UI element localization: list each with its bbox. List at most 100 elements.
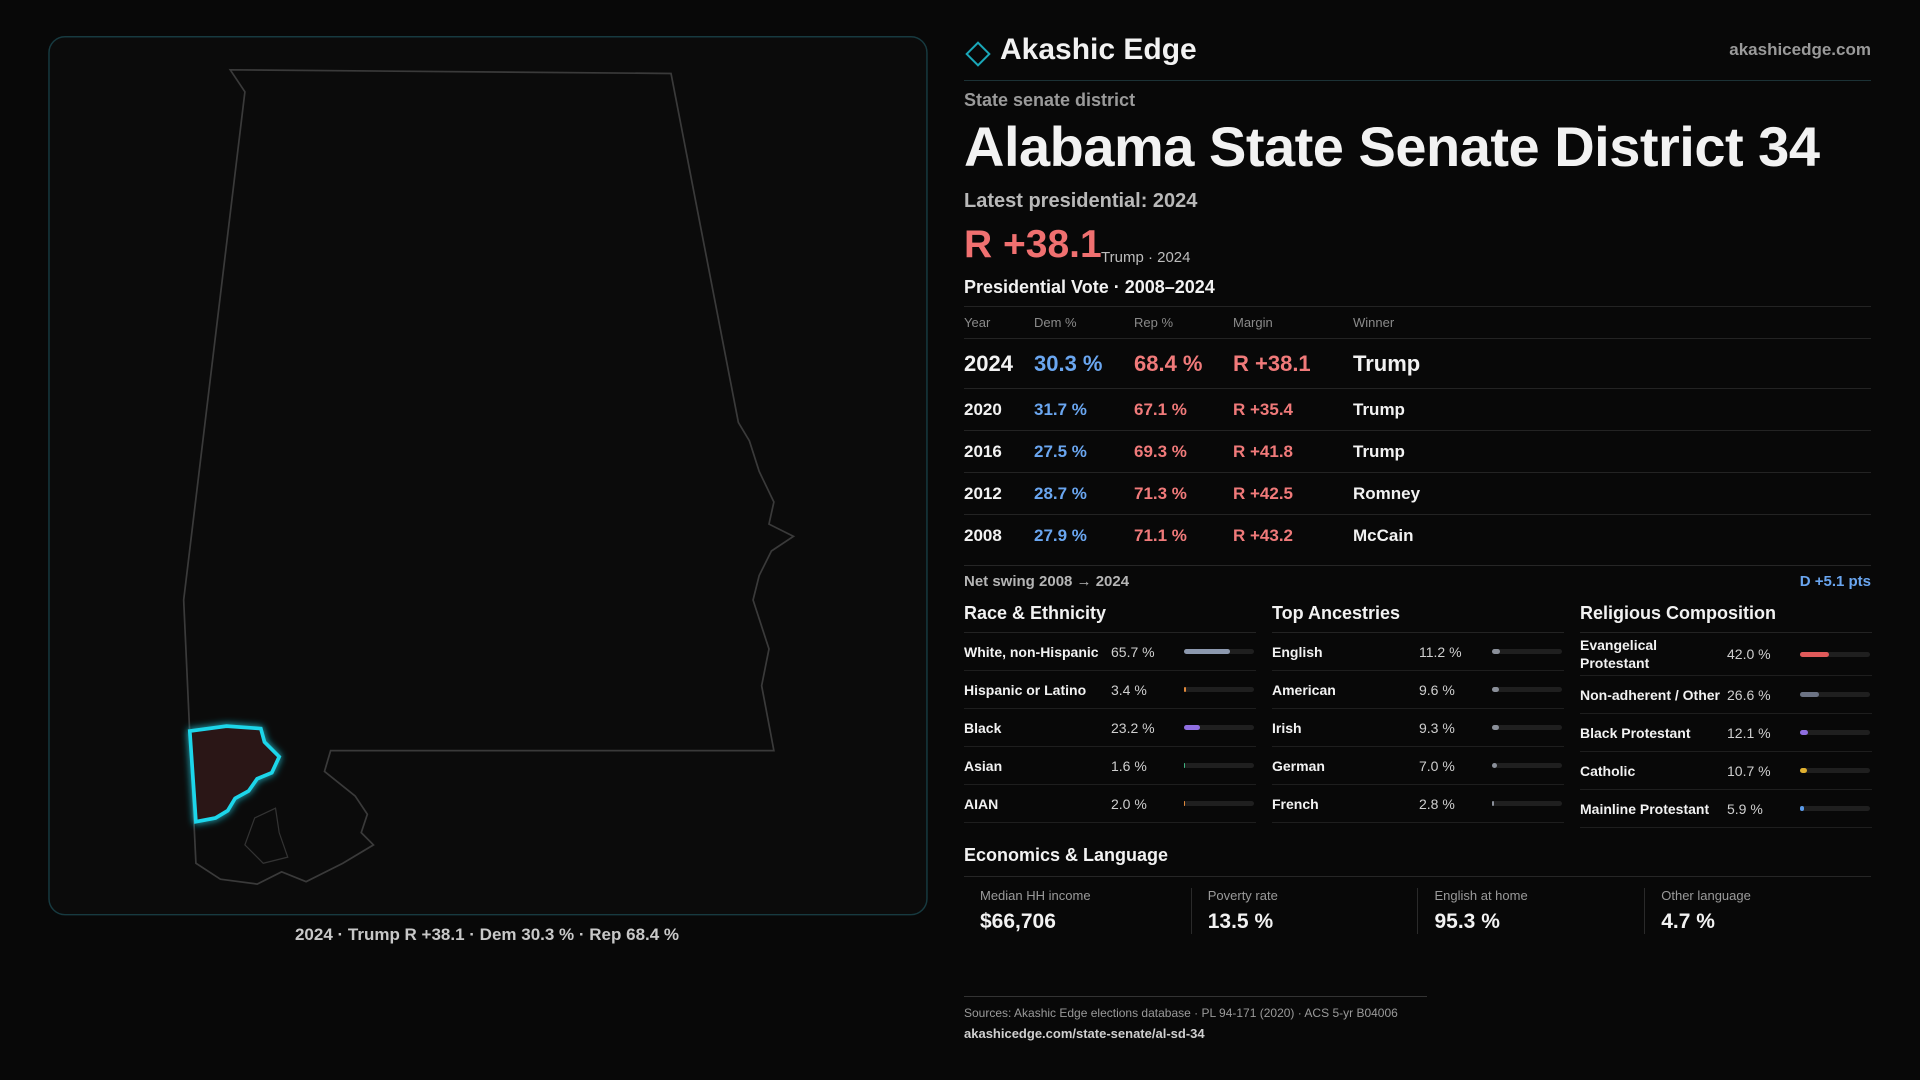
stat-row: Black 23.2 % <box>964 709 1256 747</box>
stat-label: Hispanic or Latino <box>964 681 1087 698</box>
stat-row: Mainline Protestant 5.9 % <box>1580 790 1872 828</box>
table-cell: 68.4 % <box>1134 350 1203 376</box>
column-header: Rep % <box>1134 315 1174 330</box>
site-link[interactable]: akashicedge.com <box>1729 40 1871 59</box>
stat-value: 9.3 % <box>1419 719 1455 736</box>
column-header: Dem % <box>1034 315 1077 330</box>
bar <box>1800 806 1805 811</box>
econ-value: 95.3 % <box>1434 910 1500 933</box>
bar <box>1800 692 1819 697</box>
econ-item: Median HH income $66,706 <box>964 888 1191 934</box>
table-cell: Romney <box>1353 483 1421 503</box>
stat-row: Hispanic or Latino 3.4 % <box>964 671 1256 709</box>
bar <box>1492 687 1499 692</box>
logo <box>965 41 991 67</box>
table-row: 2024 30.3 % 68.4 % R +38.1 Trump <box>964 338 1871 388</box>
stat-value: 5.9 % <box>1727 800 1763 817</box>
bar-track <box>1492 725 1562 730</box>
stat-value: 2.0 % <box>1111 795 1147 812</box>
stat-label: Evangelical Protestant <box>1580 637 1658 671</box>
stat-row: English 11.2 % <box>1272 633 1564 671</box>
stat-label: Catholic <box>1580 762 1636 779</box>
econ-value: 4.7 % <box>1661 910 1715 933</box>
bar-track <box>1492 801 1562 806</box>
stat-value: 42.0 % <box>1727 646 1771 662</box>
table-cell: 28.7 % <box>1034 483 1087 503</box>
table-cell: 31.7 % <box>1034 399 1087 419</box>
econ-title: Economics & Language <box>964 845 1169 865</box>
table-cell: 67.1 % <box>1134 399 1187 419</box>
column-header: Year <box>964 315 991 330</box>
bar-track <box>1492 687 1562 692</box>
bar-track <box>1800 768 1870 773</box>
kicker: State senate district <box>964 90 1136 110</box>
stat-label: French <box>1272 795 1319 812</box>
bar <box>1800 768 1808 773</box>
stat-row: German 7.0 % <box>1272 747 1564 785</box>
table-row: 2012 28.7 % 71.3 % R +42.5 Romney <box>964 472 1871 514</box>
section-title: Race & Ethnicity <box>964 600 1256 633</box>
stat-value: 26.6 % <box>1727 686 1771 703</box>
stat-row: Evangelical Protestant 42.0 % <box>1580 633 1872 676</box>
column-header: Winner <box>1353 315 1395 330</box>
stat-row: French 2.8 % <box>1272 785 1564 823</box>
table-cell: 27.5 % <box>1034 441 1087 461</box>
table-cell: R +42.5 <box>1233 483 1294 503</box>
divider <box>964 996 1427 997</box>
page-url[interactable]: akashicedge.com/state-senate/al-sd-34 <box>964 1026 1205 1041</box>
district-shape <box>187 724 282 824</box>
bar <box>1800 730 1809 735</box>
title: Alabama State Senate District 34 <box>964 115 1820 178</box>
bar-track <box>1800 730 1870 735</box>
stat-row: American 9.6 % <box>1272 671 1564 709</box>
vote-table: Year Dem % Rep % Margin Winner 2024 30.3 % 68.4… <box>964 306 1871 556</box>
table-cell: 69.3 % <box>1134 441 1187 461</box>
margin-note: Trump · 2024 <box>1101 249 1191 266</box>
stat-row: Catholic 10.7 % <box>1580 752 1872 790</box>
stat-row: Asian 1.6 % <box>964 747 1256 785</box>
stat-label: Black <box>964 719 1002 736</box>
stat-value: 12.1 % <box>1727 724 1771 741</box>
bar-track <box>1184 649 1254 654</box>
econ-value: $66,706 <box>980 910 1056 933</box>
stat-label: White, non-Hispanic <box>964 643 1099 660</box>
stat-value: 23.2 % <box>1111 719 1155 736</box>
table-cell: 27.9 % <box>1034 525 1087 545</box>
table-cell: R +35.4 <box>1233 399 1294 419</box>
stat-label: Non-adherent / Other <box>1580 686 1721 703</box>
state-outline <box>182 68 796 885</box>
stat-label: Irish <box>1272 719 1302 736</box>
bar <box>1492 649 1500 654</box>
table-cell: 2016 <box>964 441 1002 461</box>
headline-margin: R +38.1 <box>964 223 1102 266</box>
bar-track <box>1492 763 1562 768</box>
religion-section: Religious Composition Evangelical Protest… <box>1580 600 1872 828</box>
stat-row: Non-adherent / Other 26.6 % <box>1580 676 1872 714</box>
stat-label: Asian <box>964 757 1003 774</box>
table-row: 2020 31.7 % 67.1 % R +35.4 Trump <box>964 388 1871 430</box>
bar-track <box>1184 763 1254 768</box>
econ-item: Poverty rate 13.5 % <box>1190 888 1418 934</box>
latest-label: Latest presidential: 2024 <box>964 190 1198 212</box>
bar <box>1184 801 1186 806</box>
bar <box>1492 763 1497 768</box>
stat-value: 7.0 % <box>1419 757 1455 774</box>
stat-value: 65.7 % <box>1111 643 1155 660</box>
stat-value: 9.6 % <box>1419 681 1455 698</box>
divider <box>964 80 1871 81</box>
stat-row: White, non-Hispanic 65.7 % <box>964 633 1256 671</box>
bar <box>1184 649 1230 654</box>
column-header: Margin <box>1233 315 1273 330</box>
econ-label: Other language <box>1661 888 1751 903</box>
econ-value: 13.5 % <box>1207 910 1274 933</box>
stat-row: Irish 9.3 % <box>1272 709 1564 747</box>
bar <box>1492 801 1494 806</box>
table-header: Year Dem % Rep % Margin Winner <box>964 306 1871 338</box>
stat-label: Mainline Protestant <box>1580 800 1710 817</box>
bar <box>1800 651 1830 657</box>
table-cell: 71.1 % <box>1134 525 1187 545</box>
map-panel <box>48 36 928 916</box>
stat-value: 3.4 % <box>1111 681 1147 698</box>
